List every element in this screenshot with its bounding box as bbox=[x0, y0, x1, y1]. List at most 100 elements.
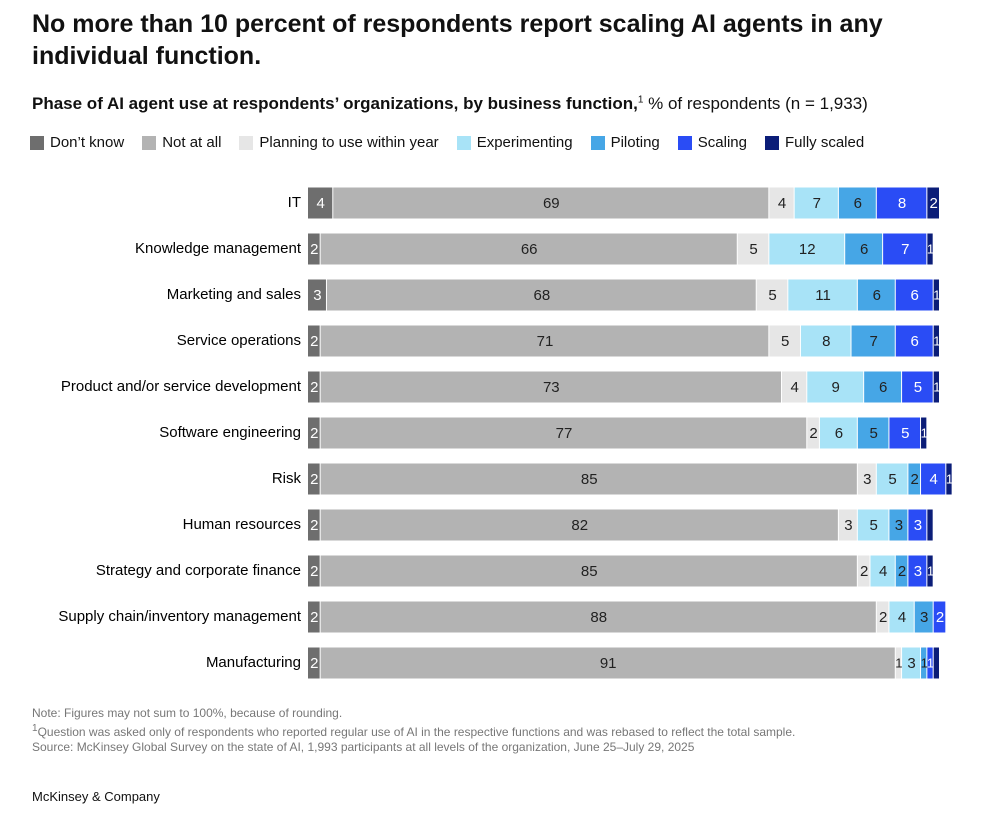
value-label: 4 bbox=[930, 471, 938, 488]
value-label: 2 bbox=[898, 563, 906, 580]
bar-segment bbox=[857, 555, 870, 587]
bar-segment bbox=[308, 463, 320, 495]
value-label: 5 bbox=[888, 471, 896, 488]
value-label: 5 bbox=[869, 425, 877, 442]
value-label: 1 bbox=[927, 241, 934, 256]
category-label: Service operations bbox=[177, 332, 301, 349]
bar-segment bbox=[870, 555, 895, 587]
value-label: 6 bbox=[879, 379, 887, 396]
bar-segment bbox=[895, 555, 908, 587]
value-label: 6 bbox=[860, 241, 868, 258]
value-label: 3 bbox=[313, 287, 321, 304]
legend-label: Don’t know bbox=[50, 134, 125, 151]
note-text: Question was asked only of respondents w… bbox=[37, 725, 796, 739]
bar-segment bbox=[800, 325, 851, 357]
bar-segment bbox=[927, 647, 933, 679]
bar-segment bbox=[895, 279, 933, 311]
bar-segment bbox=[857, 509, 889, 541]
value-label: 88 bbox=[590, 609, 607, 626]
value-label: 9 bbox=[832, 379, 840, 396]
value-label: 4 bbox=[790, 379, 798, 396]
value-label: 2 bbox=[310, 425, 318, 442]
value-label: 2 bbox=[310, 563, 318, 580]
bar-segment bbox=[788, 279, 857, 311]
bar-segment bbox=[927, 187, 939, 219]
bar-segment bbox=[320, 555, 857, 587]
bar-segment bbox=[876, 601, 889, 633]
value-label: 85 bbox=[581, 563, 598, 580]
brand: McKinsey & Company bbox=[32, 789, 160, 804]
value-label: 5 bbox=[781, 333, 789, 350]
value-label: 3 bbox=[844, 517, 852, 534]
bar-segment bbox=[927, 555, 933, 587]
value-label: 3 bbox=[914, 563, 922, 580]
notes: Note: Figures may not sum to 100%, becau… bbox=[32, 706, 795, 755]
value-label: 4 bbox=[316, 195, 324, 212]
category-label: Risk bbox=[272, 470, 302, 487]
bar-segment bbox=[883, 233, 927, 265]
legend-label: Not at all bbox=[162, 134, 222, 151]
bar-segment bbox=[933, 647, 939, 679]
value-label: 8 bbox=[822, 333, 830, 350]
bar-segment bbox=[320, 509, 838, 541]
bar-segment bbox=[756, 279, 788, 311]
value-label: 5 bbox=[749, 241, 757, 258]
value-label: 1 bbox=[927, 563, 934, 578]
bar-segment bbox=[921, 463, 946, 495]
value-label: 68 bbox=[533, 287, 550, 304]
bar-segment bbox=[782, 371, 807, 403]
value-label: 2 bbox=[809, 425, 817, 442]
bar-segment bbox=[927, 233, 933, 265]
bar-segment bbox=[902, 647, 921, 679]
legend-item: Scaling bbox=[677, 134, 747, 151]
bar-segment bbox=[876, 463, 908, 495]
footnote-marker: 1 bbox=[637, 94, 644, 106]
value-label: 66 bbox=[521, 241, 538, 258]
value-label: 5 bbox=[869, 517, 877, 534]
bar-segment bbox=[308, 417, 320, 449]
value-label: 73 bbox=[543, 379, 560, 396]
bar-segment bbox=[914, 601, 933, 633]
legend-item: Not at all bbox=[142, 134, 221, 151]
bar-segment bbox=[895, 647, 902, 679]
value-label: 1 bbox=[895, 655, 902, 670]
bar-segment bbox=[308, 555, 320, 587]
value-label: 91 bbox=[600, 655, 617, 672]
value-label: 4 bbox=[778, 195, 786, 212]
legend-swatch bbox=[590, 135, 605, 150]
bar-segment bbox=[320, 371, 781, 403]
subtitle: Phase of AI agent use at respondents’ or… bbox=[32, 94, 638, 113]
category-label: Human resources bbox=[183, 516, 301, 533]
legend-item: Planning to use within year bbox=[239, 134, 439, 151]
value-label: 85 bbox=[581, 471, 598, 488]
value-label: 1 bbox=[927, 655, 934, 670]
legend-item: Experimenting bbox=[456, 134, 573, 151]
legend-label: Scaling bbox=[697, 134, 747, 151]
category-label: Marketing and sales bbox=[167, 286, 301, 303]
value-label: 6 bbox=[835, 425, 843, 442]
value-label: 2 bbox=[310, 609, 318, 626]
note: Note: Figures may not sum to 100%, becau… bbox=[32, 706, 343, 720]
value-label: 11 bbox=[815, 287, 831, 304]
value-label: 12 bbox=[799, 241, 816, 258]
subtitle-block: Phase of AI agent use at respondents’ or… bbox=[32, 94, 868, 114]
category-label: Manufacturing bbox=[206, 654, 301, 671]
value-label: 1 bbox=[921, 425, 928, 440]
bar-segment bbox=[902, 371, 933, 403]
bar-segment bbox=[320, 233, 737, 265]
value-label: 1 bbox=[933, 287, 940, 302]
bar-segment bbox=[889, 601, 914, 633]
bar-segment bbox=[769, 233, 845, 265]
value-label: 2 bbox=[310, 517, 318, 534]
category-label: Software engineering bbox=[159, 424, 301, 441]
value-label: 69 bbox=[543, 195, 560, 212]
value-label: 5 bbox=[914, 379, 922, 396]
value-label: 77 bbox=[556, 425, 573, 442]
note: 1Question was asked only of respondents … bbox=[32, 721, 795, 740]
bar-segment bbox=[308, 325, 320, 357]
bar-segment bbox=[889, 509, 908, 541]
value-label: 2 bbox=[310, 655, 318, 672]
value-label: 71 bbox=[537, 333, 554, 350]
